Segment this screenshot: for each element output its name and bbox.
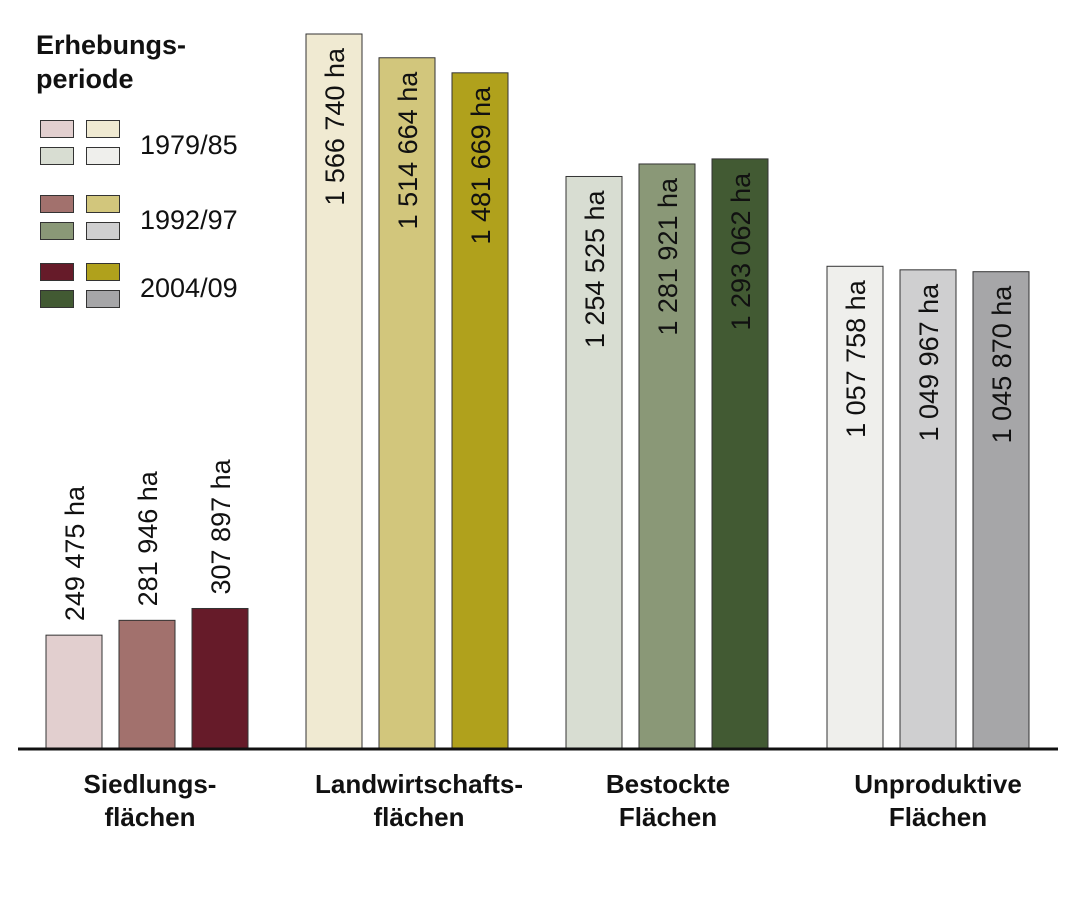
legend-swatch — [86, 195, 120, 213]
bar — [118, 619, 176, 750]
bar-value-label: 1 254 525 ha — [580, 190, 610, 349]
bar-value-label: 1 057 758 ha — [841, 279, 871, 438]
legend-swatch — [86, 290, 120, 308]
legend-swatch — [86, 222, 120, 240]
bar-value-label: 1 049 967 ha — [914, 283, 944, 442]
bar — [451, 72, 509, 750]
legend-swatch — [40, 290, 74, 308]
category-label-line2: Flächen — [888, 802, 988, 832]
legend-swatch — [40, 147, 74, 165]
category-label-siedlungsflaechen: Siedlungs- flächen — [84, 768, 217, 834]
category-label-unproduktive-flaechen: Unproduktive Flächen — [854, 768, 1022, 834]
legend-title: Erhebungs- periode — [36, 28, 186, 96]
category-label-line1: Bestockte — [605, 769, 731, 799]
legend-label: 1992/97 — [140, 205, 238, 235]
bar — [899, 269, 957, 750]
category-label-landwirtschaftsflaechen: Landwirtschafts- flächen — [315, 768, 523, 834]
category-label-line1: Landwirtschafts- — [314, 769, 524, 799]
category-label-line1: Unproduktive — [854, 769, 1022, 799]
category-label-line1: Siedlungs- — [83, 769, 217, 799]
legend-title-line1: Erhebungs- — [36, 30, 187, 60]
bar — [638, 163, 696, 750]
legend-swatch — [40, 222, 74, 240]
legend-title-line2: periode — [36, 64, 134, 94]
bar — [305, 33, 363, 750]
bar-value-label: 281 946 ha — [133, 470, 163, 606]
bar-value-label: 1 566 740 ha — [320, 47, 350, 206]
legend-swatch — [40, 195, 74, 213]
category-label-bestockte-flaechen: Bestockte Flächen — [606, 768, 730, 834]
bar-value-label: 249 475 ha — [60, 485, 90, 621]
legend-swatch — [40, 263, 74, 281]
bar — [826, 265, 884, 750]
bar — [191, 607, 249, 750]
bar-value-label: 1 514 664 ha — [393, 71, 423, 230]
legend-label: 1979/85 — [140, 130, 238, 160]
legend-label: 2004/09 — [140, 273, 238, 303]
bar-value-label: 1 045 870 ha — [987, 285, 1017, 444]
bar-value-label: 1 481 669 ha — [466, 86, 496, 245]
bar — [45, 634, 103, 750]
category-label-line2: flächen — [373, 802, 465, 832]
legend-swatch — [40, 120, 74, 138]
category-label-line2: Flächen — [618, 802, 718, 832]
bar — [378, 57, 436, 750]
bars-group — [45, 33, 1030, 750]
bar-value-label: 1 293 062 ha — [726, 172, 756, 331]
bar-value-label: 1 281 921 ha — [653, 177, 683, 336]
bar — [972, 271, 1030, 750]
value-labels-group: 249 475 ha 281 946 ha 307 897 ha 1 566 740 … — [60, 47, 1017, 621]
legend-swatch — [86, 263, 120, 281]
legend-swatch — [86, 147, 120, 165]
category-label-line2: flächen — [104, 802, 196, 832]
bar-value-label: 307 897 ha — [206, 458, 236, 594]
legend-swatch — [86, 120, 120, 138]
